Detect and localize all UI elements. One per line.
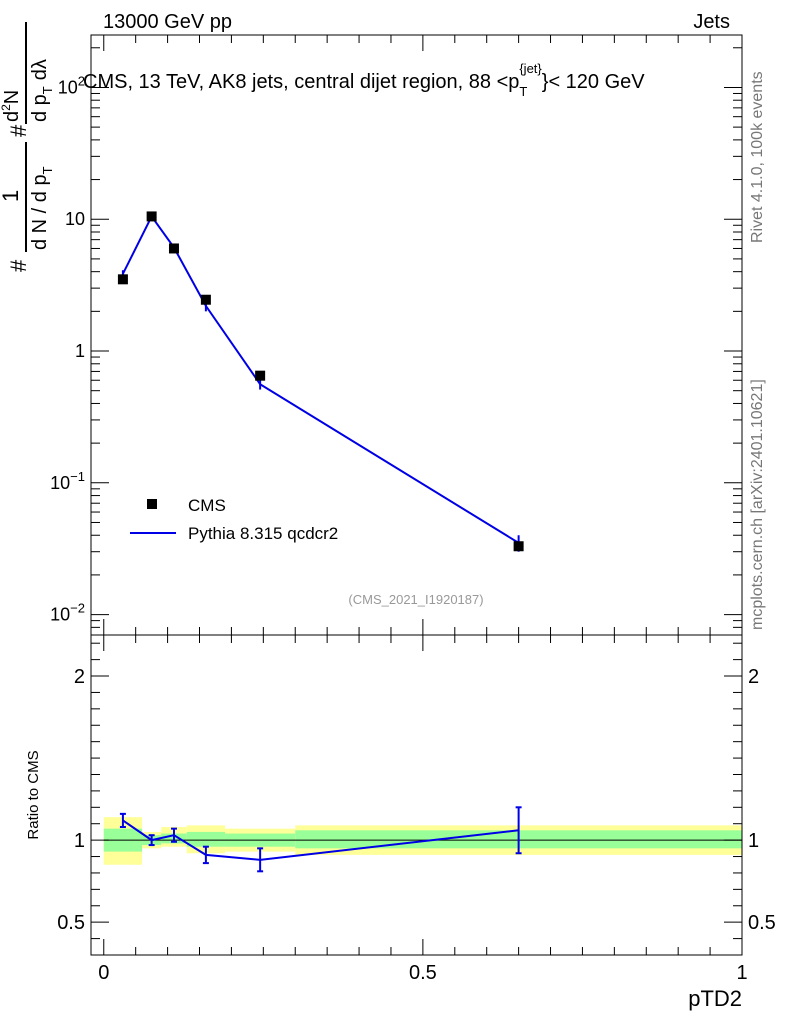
ratio-marks — [103, 806, 742, 873]
main-ticks: 10−2 10−1 1 10 102 — [50, 35, 743, 636]
main-frame — [90, 34, 743, 636]
y-axis-label: # 1 d N / d pT # d2N d pTdλ — [0, 22, 55, 272]
ratio-y-label: Ratio to CMS — [25, 750, 42, 839]
ratio-y-tick-label: 2 — [74, 666, 85, 688]
y-tick-label: 10 — [65, 209, 85, 229]
cms-data-point — [168, 243, 179, 254]
ratio-band-green — [186, 831, 226, 847]
ratio-y-tick-label-right: 2 — [748, 666, 759, 688]
mcplots-label: mcplots.cern.ch [arXiv:2401.10621] — [749, 379, 766, 630]
y-label-one: 1 — [0, 190, 23, 202]
legend-pythia-label: Pythia 8.315 qcdcr2 — [188, 524, 338, 543]
x-tick-label: 0.5 — [409, 962, 437, 984]
y-label-d2n: d2N — [0, 90, 23, 122]
cms-data-point — [146, 211, 157, 222]
analysis-watermark: (CMS_2021_I1920187) — [348, 592, 483, 607]
y-tick-label: 102 — [58, 73, 85, 97]
chart-title: CMS, 13 TeV, AK8 jets, central dijet reg… — [83, 61, 645, 99]
y-tick-label: 10−2 — [50, 601, 85, 625]
ratio-frame — [90, 634, 743, 956]
main-marks — [117, 211, 524, 552]
cms-data-point — [200, 294, 211, 305]
x-tick-label: 1 — [736, 962, 747, 984]
cms-data-point — [255, 370, 266, 381]
main-panel: 10−2 10−1 1 10 102 CMS, 13 TeV, AK8 jets, ce… — [0, 22, 743, 636]
energy-label: 13000 GeV pp — [103, 11, 232, 33]
legend-cms-label: CMS — [188, 496, 226, 515]
y-label-dn-dpt: d N / d pT — [29, 166, 55, 250]
y-label-hash-2: # — [6, 124, 31, 137]
y-label-dpt-dlambda: d pTdλ — [29, 59, 55, 122]
rivet-label: Rivet 4.1.0, 100k events — [749, 71, 766, 243]
legend: CMS Pythia 8.315 qcdcr2 — [130, 496, 338, 543]
cms-data-point — [513, 541, 524, 552]
y-label-hash-1: # — [6, 259, 31, 272]
ratio-y-tick-label-right: 1 — [748, 830, 759, 852]
ratio-y-tick-label: 1 — [74, 830, 85, 852]
y-tick-label: 1 — [75, 341, 85, 361]
ratio-ticks: 0.5 0.5 1 1 2 2 0 0.5 1 — [57, 635, 776, 984]
ratio-mc-line — [122, 819, 519, 861]
y-tick-label: 10−1 — [50, 469, 85, 493]
mc-line — [122, 214, 520, 544]
cms-data-point — [117, 274, 128, 285]
x-axis-label: pTD2 — [688, 986, 742, 1011]
legend-cms-marker — [147, 499, 157, 509]
ratio-panel: 0.5 0.5 1 1 2 2 0 0.5 1 Ratio to CMS pTD2 — [25, 634, 776, 1011]
ratio-y-tick-label: 0.5 — [57, 912, 85, 934]
ratio-y-tick-label-right: 0.5 — [748, 912, 776, 934]
category-label: Jets — [693, 11, 730, 33]
x-tick-label: 0 — [98, 962, 109, 984]
